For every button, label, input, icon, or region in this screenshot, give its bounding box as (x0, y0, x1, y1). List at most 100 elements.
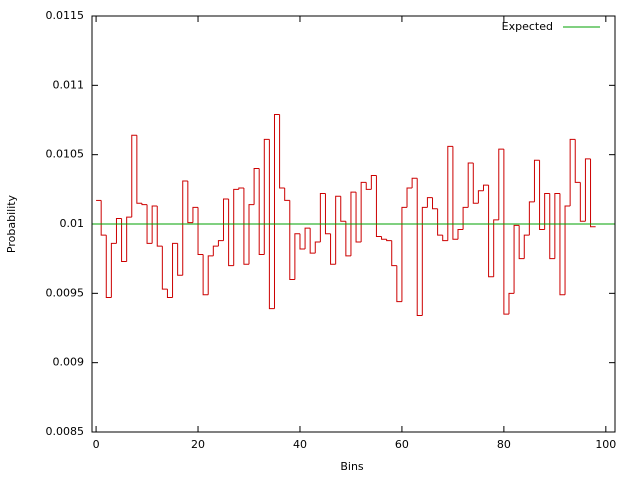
histogram-step (192, 206, 199, 223)
histogram-step (467, 162, 474, 208)
histogram-step (488, 185, 494, 278)
histogram-step (569, 138, 576, 206)
x-tick-label: 80 (497, 438, 511, 451)
histogram-step (146, 204, 153, 244)
histogram-step (549, 193, 555, 260)
histogram-step (273, 113, 280, 309)
histogram-step (182, 180, 188, 276)
histogram-step (406, 187, 413, 208)
histogram-step (544, 192, 550, 230)
histogram-step (381, 236, 387, 240)
histogram-step (477, 190, 484, 204)
histogram-step (177, 243, 183, 276)
histogram-step (426, 197, 433, 208)
histogram-step (223, 198, 229, 241)
histogram-step (503, 149, 509, 315)
histogram-step (350, 191, 357, 256)
y-axis-label: Probability (5, 194, 18, 253)
histogram-step (141, 203, 148, 206)
histogram-step (228, 199, 234, 267)
histogram-step (248, 204, 255, 265)
histogram-step (156, 205, 163, 247)
histogram-step (314, 241, 321, 254)
y-tick-label: 0.0085 (46, 425, 85, 438)
histogram-step (411, 177, 418, 188)
histogram-step (462, 206, 469, 230)
histogram-step (330, 233, 336, 265)
histogram-step (508, 292, 515, 315)
histogram-step (212, 245, 219, 256)
histogram-step (284, 187, 290, 201)
histogram-step (121, 218, 127, 262)
histogram-step (584, 158, 591, 222)
histogram-step (391, 240, 397, 267)
histogram-step (355, 192, 362, 243)
histogram-step (151, 205, 158, 244)
histogram-step (554, 192, 560, 259)
histogram-step (401, 206, 408, 302)
y-tick-label: 0.01 (60, 217, 85, 230)
histogram-step (564, 205, 571, 295)
histogram-step (197, 207, 204, 256)
histogram-step (396, 265, 402, 303)
histogram-step (432, 197, 438, 210)
histogram-step (263, 138, 270, 255)
y-tick-label: 0.009 (53, 356, 85, 369)
histogram-step (243, 187, 250, 265)
histogram-step (518, 225, 525, 260)
histogram-step (172, 242, 178, 298)
histogram-step (131, 134, 137, 218)
y-tick-label: 0.011 (53, 78, 85, 91)
histogram-step (304, 227, 311, 249)
histogram-step (289, 200, 295, 280)
histogram-step (447, 145, 453, 241)
histogram-step (105, 235, 112, 298)
histogram-step (457, 229, 464, 240)
histogram-step (472, 162, 479, 204)
histogram-step (375, 175, 382, 237)
histogram-step (590, 158, 596, 228)
histogram-step (493, 219, 499, 277)
histogram-step (202, 254, 209, 296)
histogram-step (187, 181, 193, 224)
histogram-step (166, 289, 173, 298)
histogram-step (498, 148, 504, 220)
histogram-step (207, 255, 214, 295)
histogram-step (100, 200, 107, 236)
histogram-step (452, 146, 458, 240)
histogram-step (442, 235, 448, 242)
histogram-step (539, 160, 545, 231)
y-tick-label: 0.0105 (46, 148, 85, 161)
histogram-step (513, 224, 520, 294)
histogram-step (559, 193, 566, 296)
histogram-step (258, 168, 265, 256)
histogram-step (365, 182, 372, 190)
x-tick-label: 20 (191, 438, 205, 451)
histogram-step (279, 114, 285, 189)
histogram-step (161, 246, 168, 290)
histogram-step (482, 184, 489, 191)
histogram-step (268, 139, 275, 310)
histogram-step (324, 193, 331, 235)
histogram-step (126, 216, 132, 262)
legend-label: Expected (502, 20, 553, 33)
histogram-step (217, 240, 224, 247)
plot-frame (91, 15, 616, 433)
histogram-step (238, 187, 244, 190)
histogram-step (294, 233, 300, 280)
histogram-step (115, 217, 122, 244)
x-tick-label: 100 (595, 438, 616, 451)
histogram-step (110, 242, 117, 298)
histogram-step (345, 221, 351, 257)
x-tick-label: 0 (93, 438, 100, 451)
histogram-step (335, 195, 341, 265)
x-axis-label: Bins (340, 460, 364, 473)
histogram-step (299, 233, 306, 250)
histogram-step (523, 234, 530, 259)
histogram-step (233, 188, 239, 266)
histogram-step (579, 182, 586, 222)
histogram-step (370, 174, 377, 190)
histogram-step (437, 208, 443, 236)
y-tick-label: 0.0095 (46, 286, 85, 299)
